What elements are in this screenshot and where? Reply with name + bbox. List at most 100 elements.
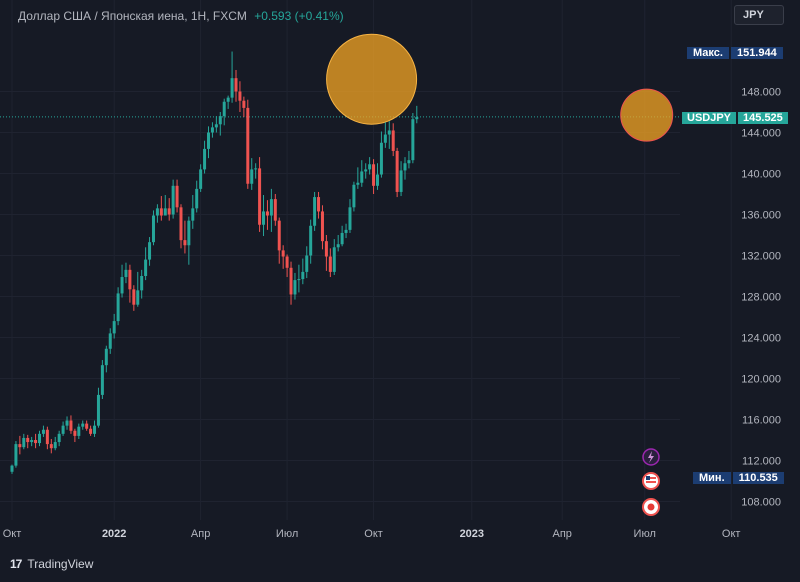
candle <box>41 425 45 437</box>
candle-body <box>77 426 81 436</box>
candle <box>387 121 391 149</box>
candle <box>73 428 77 443</box>
x-tick-label: 2022 <box>102 528 126 540</box>
candle-body <box>250 169 254 184</box>
candle <box>262 195 266 237</box>
y-tick-label: 128.000 <box>741 292 781 304</box>
candle-body <box>93 425 97 434</box>
candle <box>226 95 230 109</box>
candle <box>53 436 57 451</box>
max-value: 151.944 <box>730 47 783 59</box>
us-flag-icon <box>642 472 660 490</box>
candle-body <box>230 78 234 98</box>
candle <box>124 262 128 284</box>
candle <box>77 423 81 439</box>
candle-body <box>273 199 277 221</box>
candle-body <box>364 169 368 172</box>
candle-body <box>399 170 403 192</box>
candle <box>356 167 360 189</box>
candle <box>45 426 49 450</box>
candle-body <box>238 91 242 101</box>
candle-body <box>297 279 301 281</box>
candle-body <box>262 211 266 225</box>
candle-body <box>379 142 383 175</box>
candle-body <box>112 321 116 334</box>
candle <box>222 98 226 126</box>
candle <box>360 160 364 187</box>
y-tick-label: 132.000 <box>741 251 781 263</box>
candle <box>214 116 218 133</box>
x-tick-label: Окт <box>722 528 741 540</box>
candle <box>364 163 368 179</box>
candle-body <box>38 433 42 444</box>
candle-body <box>210 127 214 133</box>
candle-body <box>26 437 30 443</box>
x-tick-label: Июл <box>276 528 298 540</box>
candle <box>411 113 415 164</box>
candle <box>22 433 26 450</box>
candle-body <box>191 208 195 221</box>
candle-body <box>73 430 77 436</box>
symbol-title: Доллар США / Японская иена, 1Н, FXCM <box>18 9 247 23</box>
highlight-circle-current <box>620 88 674 142</box>
symbol-value: 145.525 <box>738 112 788 124</box>
x-tick-label: Июл <box>634 528 656 540</box>
candle <box>171 179 175 219</box>
candle-body <box>155 208 159 216</box>
candle <box>155 204 159 223</box>
candle-body <box>128 269 132 290</box>
candle-body <box>332 247 336 272</box>
candle <box>151 210 155 246</box>
candle-body <box>265 211 269 216</box>
candle-body <box>108 333 112 349</box>
candle-body <box>116 293 120 322</box>
candle <box>96 387 100 428</box>
highlight-circles <box>326 33 674 142</box>
candle-body <box>336 244 340 248</box>
max-price-tag: Макс. 151.944 <box>687 45 783 61</box>
x-tick-label: Апр <box>191 528 210 540</box>
x-tick-label: Окт <box>3 528 22 540</box>
candle-body <box>187 220 191 246</box>
candle <box>30 436 34 447</box>
candle <box>320 205 324 250</box>
candle <box>399 161 403 197</box>
candle <box>18 435 22 455</box>
candle-body <box>242 100 246 108</box>
candle <box>372 159 376 194</box>
candle-body <box>360 171 364 183</box>
currency-button[interactable]: JPY <box>734 5 784 25</box>
candle <box>167 198 171 221</box>
candle-body <box>207 132 210 149</box>
candle <box>49 438 53 454</box>
candle <box>175 179 179 213</box>
candle <box>403 157 407 180</box>
candle-body <box>387 130 391 135</box>
japan-flag-icon <box>642 498 660 516</box>
candle-body <box>254 168 258 170</box>
candle-body <box>391 130 395 151</box>
candle-body <box>214 124 218 128</box>
candle-body <box>41 429 45 434</box>
brand-name: TradingView <box>27 557 94 571</box>
candle <box>317 191 321 219</box>
candle-body <box>148 242 152 260</box>
candle <box>183 220 187 254</box>
candle <box>348 199 352 233</box>
candle-body <box>69 420 73 431</box>
candle <box>324 235 328 271</box>
candle <box>61 421 65 436</box>
candle-body <box>368 164 372 170</box>
highlight-circle-peak <box>326 33 418 125</box>
candle-body <box>344 229 348 233</box>
y-axis: 108.000 112.000 116.000 120.000 124.000 128.0… <box>741 87 781 509</box>
candle-body <box>258 168 262 225</box>
candle <box>293 272 297 300</box>
symbol-label: USDJPY <box>682 112 737 124</box>
candle <box>340 225 344 247</box>
candle <box>285 254 289 278</box>
footer: 17 TradingView <box>10 557 93 571</box>
candle <box>93 420 97 437</box>
min-value: 110.535 <box>732 472 784 484</box>
